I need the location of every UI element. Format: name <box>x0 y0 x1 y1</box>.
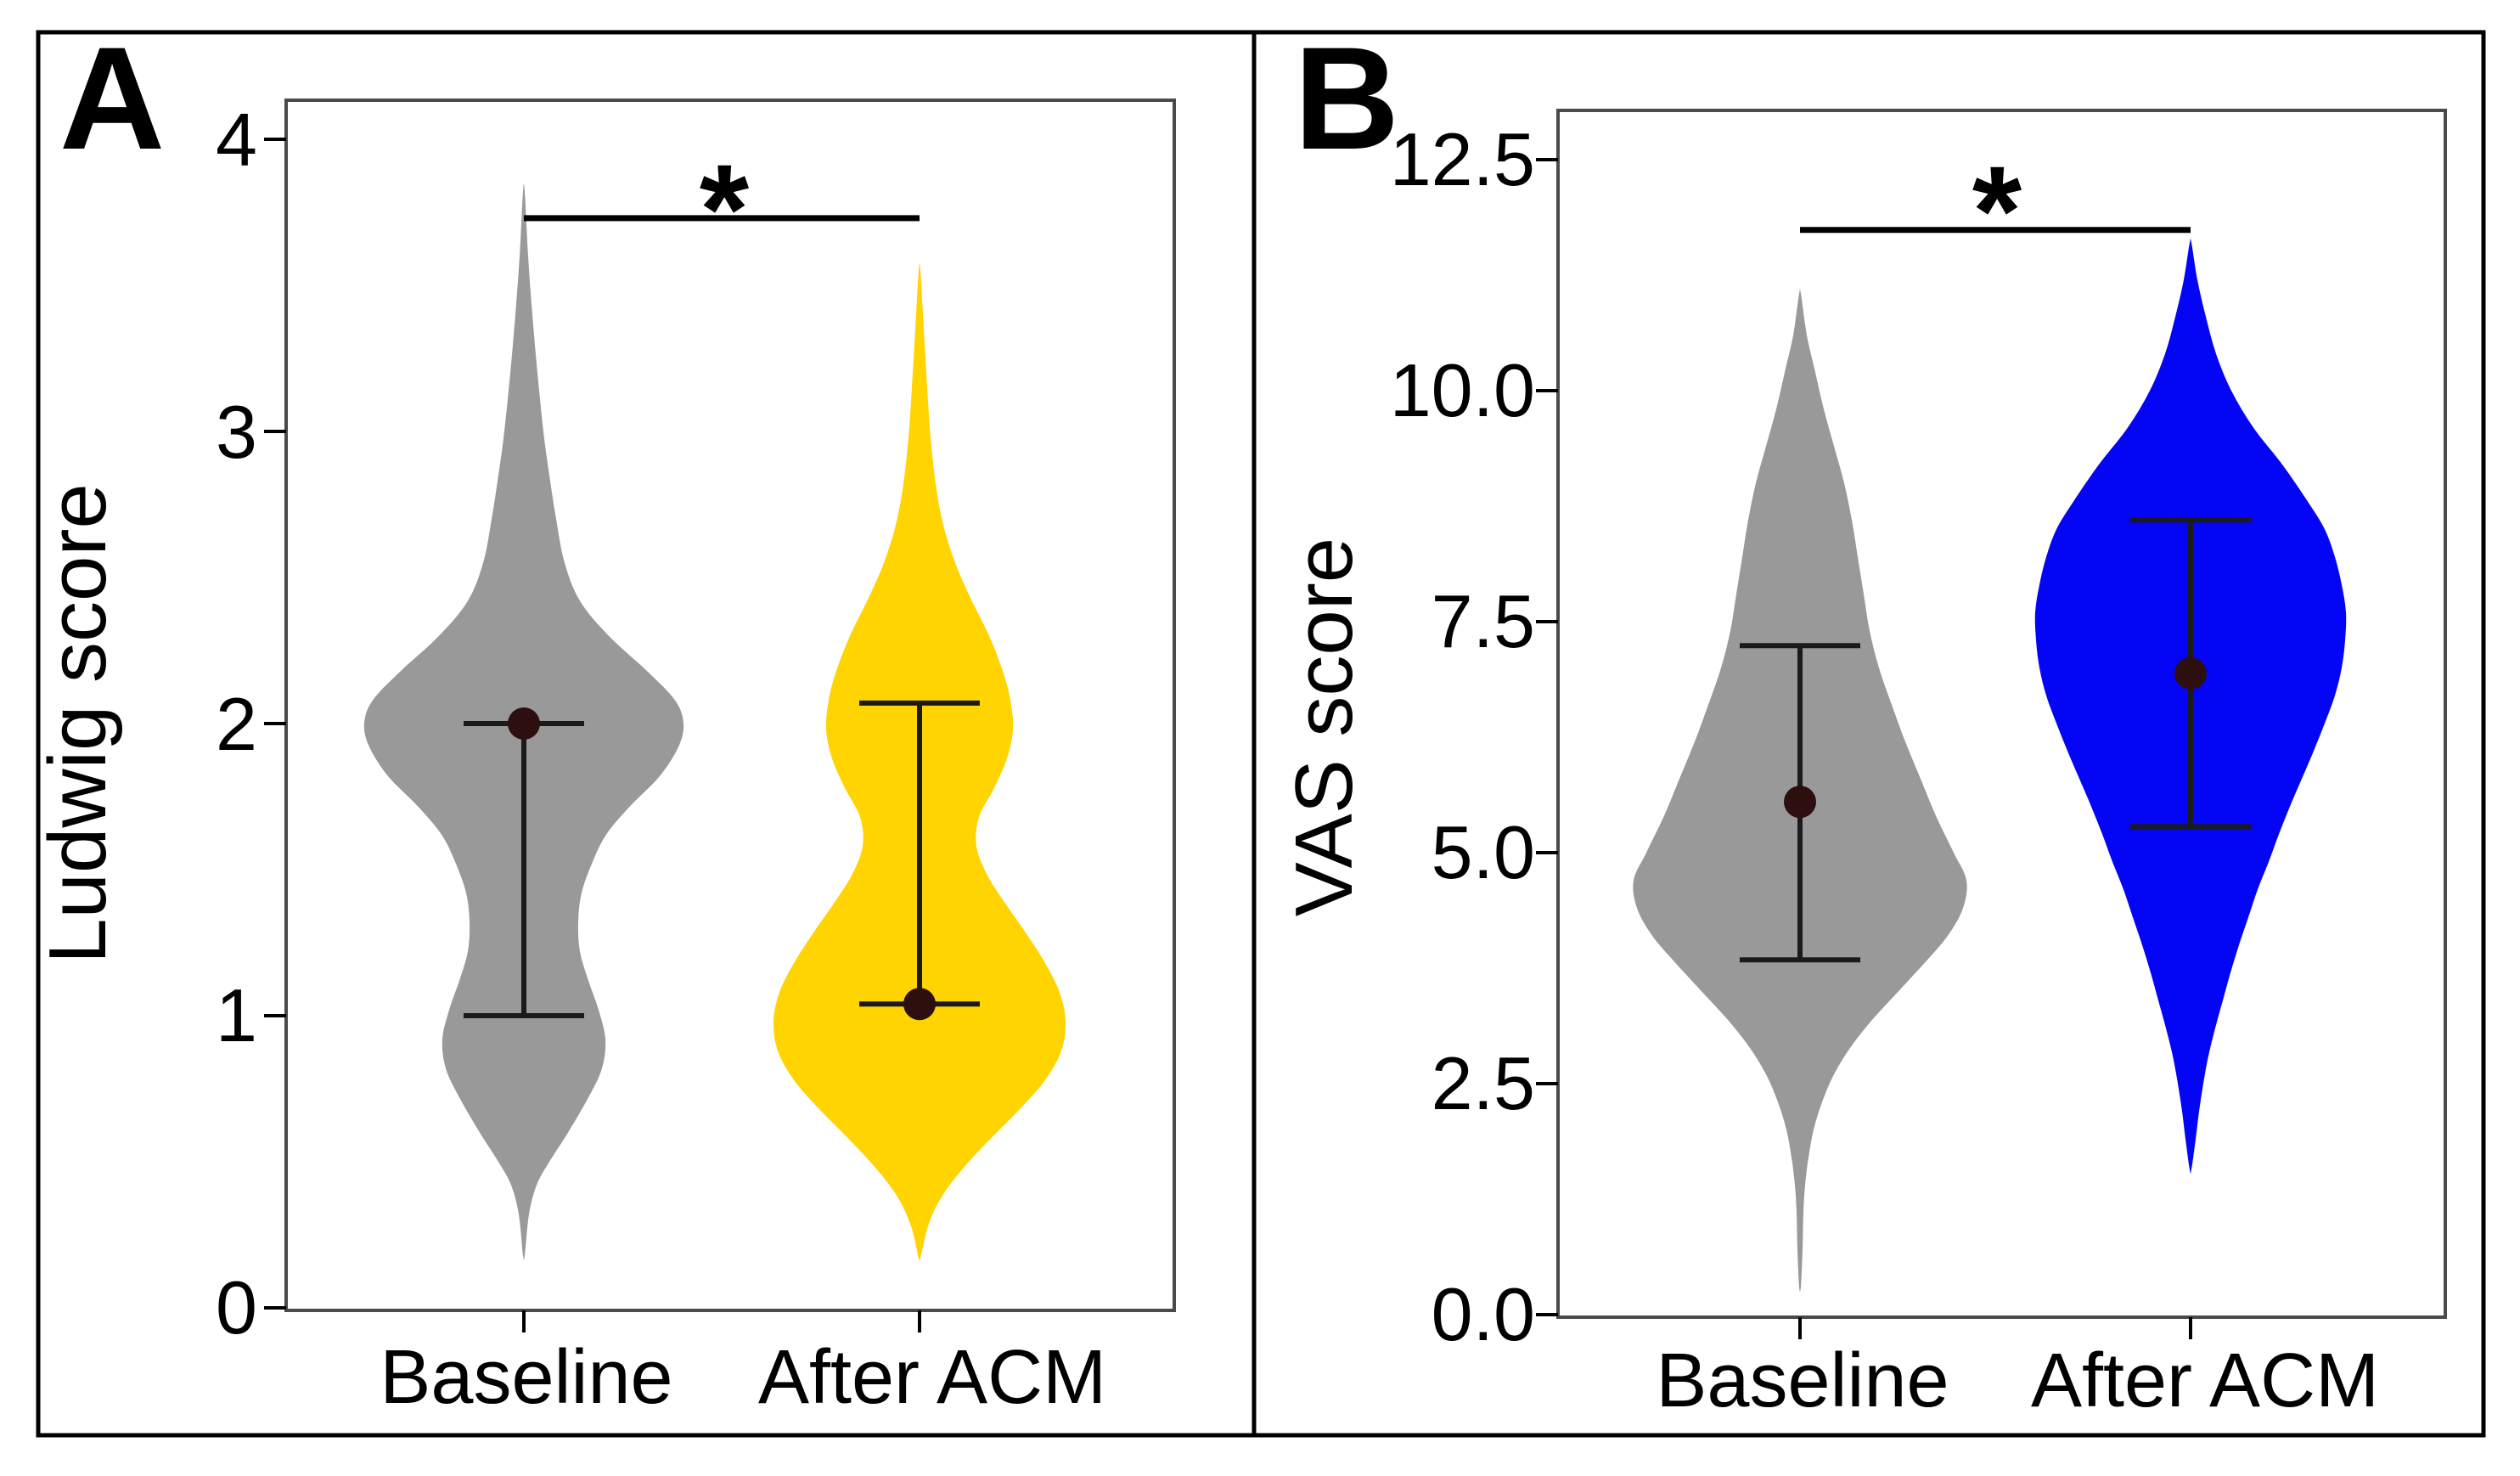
panel-a-letter: A <box>59 17 166 180</box>
plot-box <box>284 99 1176 1312</box>
panel-a-ytick-0: 0 <box>216 1265 257 1349</box>
panel-b-ytick-12-5: 12.5 <box>1389 117 1535 201</box>
panel-b-ytick-10-0: 10.0 <box>1389 348 1535 432</box>
plot-box <box>1556 109 2447 1319</box>
panel-b <box>1536 109 2447 1339</box>
mean-dot-baseline <box>1784 786 1816 819</box>
panel-a-category-baseline: Baseline <box>380 1335 673 1420</box>
mean-dot-baseline <box>508 707 540 740</box>
panel-a-ytick-1: 1 <box>216 973 257 1057</box>
panel-b-ytick-5-0: 5.0 <box>1431 810 1535 894</box>
panel-a-ytick-4: 4 <box>216 98 257 182</box>
panel-a-significance-asterisk: * <box>699 138 750 280</box>
panel-b-category-baseline: Baseline <box>1656 1338 1949 1423</box>
mean-dot-after-acm <box>903 988 936 1021</box>
panel-b-letter: B <box>1294 17 1400 180</box>
panel-a-ytick-3: 3 <box>216 390 257 474</box>
panel-b-ytick-0-0: 0.0 <box>1431 1272 1535 1356</box>
panel-b-category-after-acm: After ACM <box>2030 1338 2380 1423</box>
figure-border <box>36 30 2486 1438</box>
panel-b-ytick-7-5: 7.5 <box>1431 579 1535 663</box>
mean-dot-after-acm <box>2174 656 2207 690</box>
panel-b-y-axis-title: VAS score <box>1279 537 1370 917</box>
panel-b-ytick-2-5: 2.5 <box>1431 1041 1535 1125</box>
panel-a <box>264 99 1176 1332</box>
panel-b-significance-asterisk: * <box>1972 139 2022 282</box>
panel-a-ytick-2: 2 <box>216 682 257 766</box>
panel-a-category-after-acm: After ACM <box>757 1335 1107 1420</box>
